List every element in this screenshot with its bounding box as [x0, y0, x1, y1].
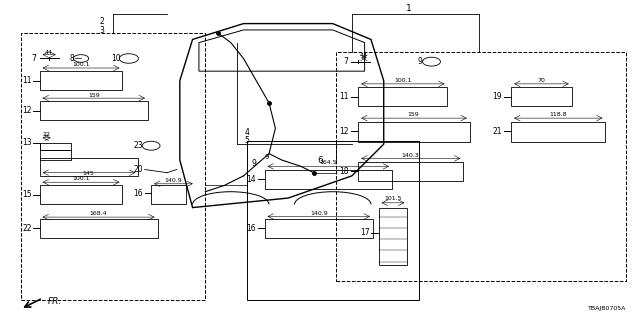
Text: 2: 2 — [100, 17, 104, 26]
Text: 44: 44 — [360, 53, 368, 58]
Text: 159: 159 — [408, 112, 420, 117]
Text: 20: 20 — [133, 165, 143, 174]
Text: 7: 7 — [31, 54, 36, 63]
Text: 145: 145 — [83, 171, 95, 176]
Text: 101.5: 101.5 — [384, 196, 401, 201]
Bar — [20, 33, 205, 300]
Text: 16: 16 — [133, 189, 143, 198]
Text: 140.9: 140.9 — [164, 178, 182, 183]
Text: 23: 23 — [133, 141, 143, 150]
Text: TBAJB0705A: TBAJB0705A — [588, 306, 626, 311]
Bar — [264, 219, 373, 238]
Text: 70: 70 — [537, 78, 545, 83]
Text: 17: 17 — [360, 228, 370, 237]
Text: 22: 22 — [43, 132, 51, 137]
Bar — [246, 141, 419, 300]
Text: 8: 8 — [70, 54, 75, 63]
Text: 13: 13 — [22, 138, 32, 147]
Text: 5: 5 — [244, 136, 249, 145]
Text: 7: 7 — [344, 57, 349, 66]
Text: 10: 10 — [111, 54, 121, 63]
Bar — [264, 170, 392, 189]
Bar — [511, 122, 605, 142]
Text: 4: 4 — [244, 128, 249, 137]
Bar — [379, 208, 407, 265]
Text: 159: 159 — [88, 92, 100, 98]
Bar — [358, 87, 447, 106]
Text: 12: 12 — [339, 127, 349, 136]
Text: 15: 15 — [22, 190, 32, 199]
Text: FR.: FR. — [47, 297, 61, 306]
Bar — [151, 185, 186, 204]
Text: 164.5: 164.5 — [319, 160, 337, 165]
Text: 9: 9 — [252, 159, 256, 168]
Text: 19: 19 — [492, 92, 502, 101]
Bar — [40, 101, 148, 120]
Text: 22: 22 — [22, 224, 32, 233]
Text: 100.1: 100.1 — [394, 78, 412, 83]
Text: 140.9: 140.9 — [310, 211, 328, 216]
Text: 16: 16 — [246, 224, 256, 233]
Text: 6: 6 — [317, 156, 323, 164]
Text: 18: 18 — [339, 167, 349, 176]
Text: 12: 12 — [22, 106, 32, 115]
Bar — [40, 219, 157, 238]
Text: 44: 44 — [45, 50, 53, 55]
Bar — [511, 87, 572, 106]
Bar — [40, 71, 122, 90]
Text: 1: 1 — [406, 4, 412, 13]
Text: 11: 11 — [22, 76, 32, 85]
Text: 168.4: 168.4 — [90, 211, 107, 216]
Bar — [358, 162, 463, 180]
Bar — [358, 122, 470, 142]
Bar — [40, 185, 122, 204]
Text: 21: 21 — [492, 127, 502, 136]
Text: 9: 9 — [264, 154, 269, 160]
Bar — [40, 142, 72, 160]
Text: 100.1: 100.1 — [72, 62, 90, 67]
Bar — [40, 158, 138, 176]
Text: 100.1: 100.1 — [72, 176, 90, 181]
Text: 118.8: 118.8 — [550, 112, 567, 117]
Bar — [336, 52, 626, 281]
Text: 140.3: 140.3 — [402, 153, 419, 157]
Text: 9: 9 — [417, 57, 422, 66]
Text: 3: 3 — [100, 26, 104, 35]
Text: 14: 14 — [246, 174, 256, 184]
Text: 11: 11 — [339, 92, 349, 101]
